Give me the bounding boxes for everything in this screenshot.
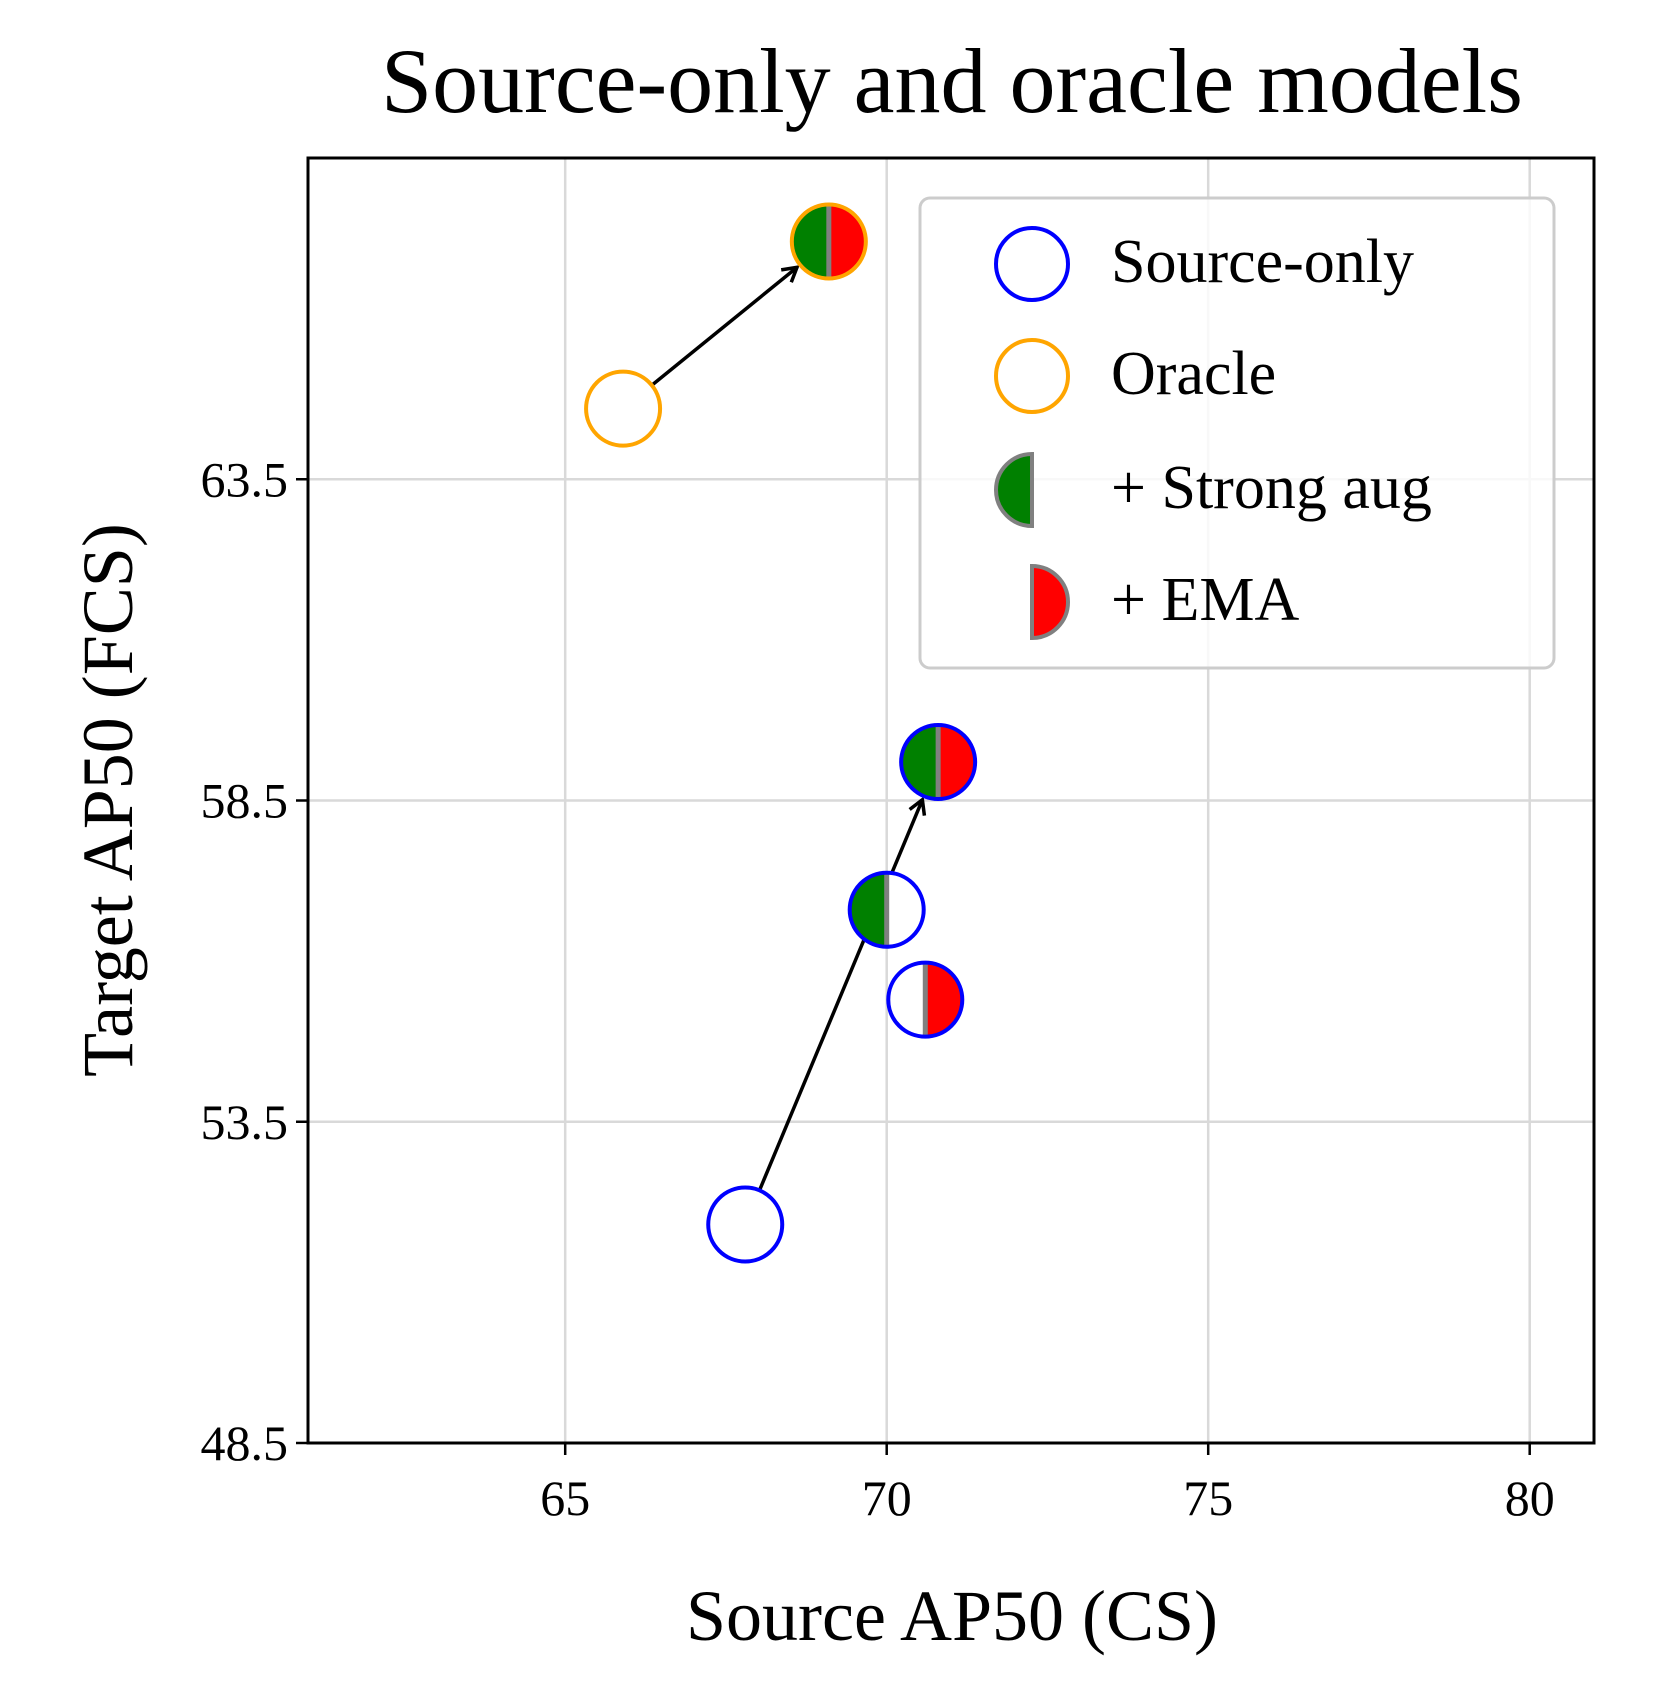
legend-label-ema: + EMA xyxy=(1111,566,1299,634)
point-background xyxy=(708,1187,783,1262)
legend-open-circle xyxy=(994,338,1070,414)
legend-marker xyxy=(994,338,1070,414)
point-outline xyxy=(847,870,926,949)
point-outline xyxy=(706,1185,785,1264)
strong-aug-half xyxy=(791,204,829,279)
x-axis-label: Source AP50 (CS) xyxy=(686,1576,1218,1656)
data-point xyxy=(886,960,965,1039)
legend-label-source-only: Source-only xyxy=(1111,228,1414,296)
data-point xyxy=(789,202,868,281)
legend-markers xyxy=(994,226,1070,641)
point-outline xyxy=(584,369,663,448)
arrow-shaft xyxy=(649,266,799,388)
ema-half xyxy=(828,204,866,279)
ema-half xyxy=(925,962,963,1037)
arrow-head xyxy=(908,796,927,816)
y-axis-label: Target AP50 (FCS) xyxy=(68,523,148,1077)
arrow xyxy=(649,265,800,388)
legend-marker xyxy=(994,451,1034,529)
legend: Source-only Oracle + Strong aug + EMA xyxy=(918,196,1556,670)
y-tick-label: 63.5 xyxy=(201,451,289,507)
legend-open-circle xyxy=(994,226,1070,302)
data-point xyxy=(584,369,663,448)
arrows xyxy=(649,265,927,1193)
data-point xyxy=(847,870,926,949)
arrow-head xyxy=(780,265,800,283)
points xyxy=(584,202,978,1264)
point-outline xyxy=(789,202,868,281)
point-outline xyxy=(886,960,965,1039)
chart-title: Source-only and oracle models xyxy=(381,30,1523,132)
legend-left-half xyxy=(994,451,1034,529)
arrow xyxy=(757,796,927,1193)
y-tick-label: 53.5 xyxy=(201,1094,289,1150)
x-tick-label: 70 xyxy=(862,1470,912,1526)
x-tick-label: 65 xyxy=(540,1470,590,1526)
ticks: 65 70 75 80 48.5 53.5 58.5 63.5 xyxy=(201,451,1555,1526)
arrow-shaft xyxy=(757,799,924,1193)
data-point xyxy=(706,1185,785,1264)
strong-aug-half xyxy=(849,872,887,947)
y-tick-label: 58.5 xyxy=(201,773,289,829)
y-tick-label: 48.5 xyxy=(201,1415,289,1471)
ema-half xyxy=(938,724,976,799)
point-outline xyxy=(899,722,978,801)
legend-marker xyxy=(1030,563,1070,641)
point-background xyxy=(586,371,661,446)
legend-marker xyxy=(994,226,1070,302)
x-tick-label: 80 xyxy=(1505,1470,1555,1526)
legend-label-oracle: Oracle xyxy=(1111,340,1276,408)
legend-box xyxy=(918,196,1556,670)
data-point xyxy=(899,722,978,801)
legend-right-half xyxy=(1030,563,1070,641)
legend-label-strong-aug: + Strong aug xyxy=(1111,454,1432,522)
x-tick-label: 75 xyxy=(1183,1470,1233,1526)
strong-aug-half xyxy=(901,724,939,799)
